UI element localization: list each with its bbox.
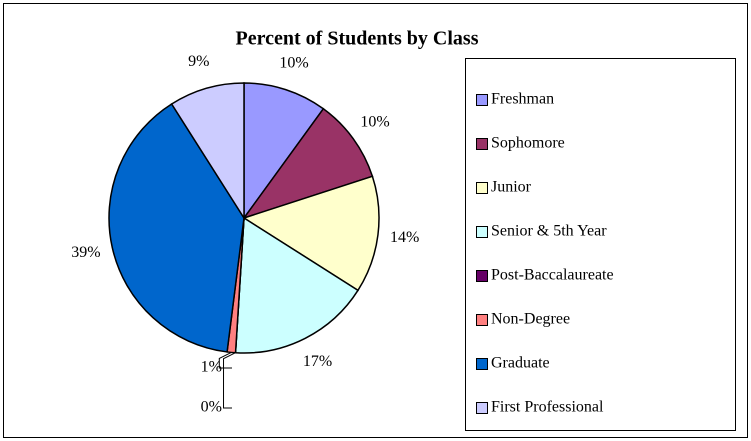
legend-label: Sophomore xyxy=(491,135,565,152)
legend-label: Graduate xyxy=(491,355,550,372)
pie-slice xyxy=(170,82,245,221)
legend-swatch xyxy=(476,94,488,106)
legend-swatch xyxy=(476,182,488,194)
leader-line xyxy=(223,352,236,409)
legend-label: Junior xyxy=(491,179,532,196)
legend-swatch xyxy=(476,226,488,238)
pie-slice xyxy=(242,175,380,292)
data-label: 10% xyxy=(360,113,389,130)
data-label: 10% xyxy=(279,55,308,72)
data-label: 0% xyxy=(201,399,222,416)
legend-swatch xyxy=(476,402,488,414)
legend-swatch xyxy=(476,358,488,370)
legend-label: Senior & 5th Year xyxy=(491,223,607,240)
legend-swatch xyxy=(476,270,488,282)
chart-title: Percent of Students by Class xyxy=(236,28,479,50)
legend-label: Post-Baccalaureate xyxy=(491,267,614,284)
legend-box xyxy=(465,58,736,431)
legend-swatch xyxy=(476,314,488,326)
legend-label: Non-Degree xyxy=(491,311,570,328)
data-label: 17% xyxy=(303,353,332,370)
legend-label: Freshman xyxy=(491,91,554,108)
legend-label: First Professional xyxy=(491,399,604,416)
pie-slice xyxy=(234,216,360,354)
legend-swatch xyxy=(476,138,488,150)
leader-line xyxy=(218,351,232,369)
pie-slice xyxy=(242,107,374,220)
data-label: 39% xyxy=(71,244,100,261)
pie-slice xyxy=(243,82,325,221)
data-label: 9% xyxy=(188,53,209,70)
data-label: 1% xyxy=(201,359,222,376)
data-label: 14% xyxy=(390,229,419,246)
